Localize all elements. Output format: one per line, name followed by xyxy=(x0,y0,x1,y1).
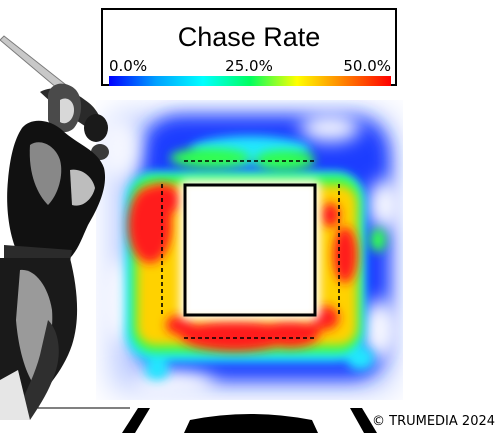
chart-title: Chase Rate xyxy=(177,22,321,52)
color-scale-bar xyxy=(109,76,391,86)
scale-mid-label: 25.0% xyxy=(225,57,273,75)
batter-box-left xyxy=(122,408,150,433)
shadow-zone xyxy=(161,160,340,339)
home-plate-area xyxy=(0,407,377,433)
color-legend: Chase Rate 0.0% 25.0% 50.0% xyxy=(101,8,397,86)
zone-interior xyxy=(180,180,320,320)
heatmap-field xyxy=(96,114,403,399)
strike-zone xyxy=(183,183,317,317)
scale-min-label: 0.0% xyxy=(109,57,148,75)
scale-max-label: 50.0% xyxy=(343,57,391,75)
home-plate xyxy=(184,414,318,433)
batter-box-right xyxy=(350,408,377,433)
copyright-text: © TRUMEDIA 2024 xyxy=(372,414,496,429)
batter-silhouette xyxy=(0,35,109,420)
